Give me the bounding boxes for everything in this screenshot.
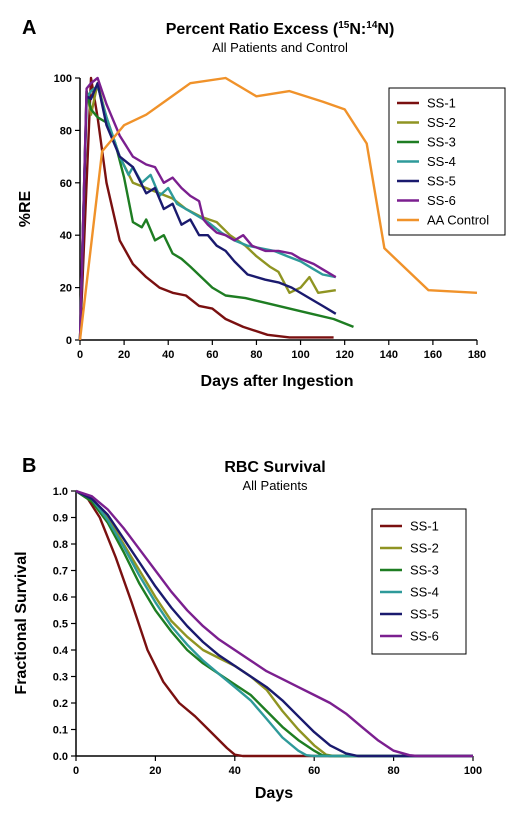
series-line-ss-1 [75,490,473,758]
panel-a-x-label: Days after Ingestion [201,373,354,390]
x-tick-label: 120 [335,349,353,361]
legend-label: AA Control [427,213,489,228]
panel-b-series [75,489,473,758]
y-tick-label: 0.1 [53,725,68,737]
legend-label: SS-3 [410,563,439,578]
x-tick-label: 20 [118,349,130,361]
x-tick-label: 60 [308,765,320,777]
y-tick-label: 0.4 [53,645,69,657]
series-line-ss-2 [78,82,336,341]
x-tick-label: 140 [380,349,398,361]
legend-label: SS-2 [427,115,456,130]
x-tick-label: 80 [387,765,399,777]
y-tick-label: 0.0 [53,751,68,763]
x-tick-label: 40 [162,349,174,361]
panel-b-legend-box [371,508,467,655]
legend-label: SS-5 [410,607,439,622]
legend-label: SS-4 [410,585,439,600]
y-tick-label: 100 [54,73,72,85]
x-tick-label: 20 [149,765,161,777]
series-line-ss-5 [78,82,337,341]
x-tick-label: 60 [206,349,218,361]
y-tick-label: 0.8 [53,539,68,551]
y-tick-label: 0 [66,335,72,347]
legend-label: SS-5 [427,174,456,189]
x-tick-label: 100 [291,349,309,361]
y-tick-label: 0.2 [53,698,68,710]
panel-a-y-label: %RE [17,190,34,227]
series-line-ss-2 [75,489,473,758]
panel-b-title: RBC Survival [224,459,325,476]
panel-a-subtitle: All Patients and Control [212,40,348,55]
panel-b-ticks: 0 20 40 60 80 100 0.0 0.1 0.2 0.3 0.4 0.5 0.6 0.7 0.8 0… [53,486,482,777]
y-tick-label: 0.5 [53,619,68,631]
panel-b-letter: B [22,455,36,477]
legend-label: SS-1 [410,519,439,534]
x-tick-label: 160 [424,349,442,361]
panel-b-subtitle: All Patients [242,478,308,493]
x-tick-label: 80 [250,349,262,361]
y-tick-label: 0.6 [53,592,68,604]
x-tick-label: 40 [229,765,241,777]
series-line-ss-4 [75,489,473,758]
x-tick-label: 0 [73,765,79,777]
panel-b-legend: SS-1 SS-2 SS-3 SS-4 SS-5 SS-6 [380,519,439,644]
panel-b-x-label: Days [255,785,293,802]
x-tick-label: 100 [464,765,482,777]
title-part: N) [377,21,394,38]
legend-label: SS-6 [410,629,439,644]
y-tick-label: 80 [60,125,72,137]
legend-label: SS-4 [427,154,456,169]
panel-b: B RBC Survival All Patients 0 20 40 60 80 100… [13,455,482,802]
series-line-ss-6 [75,489,473,758]
x-tick-label: 0 [77,349,83,361]
series-line-aa-control [78,76,478,341]
series-line-ss-5 [75,489,473,758]
series-line-ss-6 [78,76,337,341]
legend-label: SS-1 [427,96,456,111]
y-tick-label: 0.3 [53,672,68,684]
panel-a-series [78,76,478,341]
legend-label: SS-2 [410,541,439,556]
y-tick-label: 40 [60,230,72,242]
title-sup: 14 [366,20,378,31]
panel-a-legend: SS-1 SS-2 SS-3 SS-4 SS-5 SS-6 AA Control [397,96,489,228]
series-line-ss-1 [78,76,334,341]
y-tick-label: 1.0 [53,486,68,498]
panel-b-y-label: Fractional Survival [13,551,30,694]
y-tick-label: 60 [60,178,72,190]
panel-a-letter: A [22,17,36,39]
legend-label: SS-6 [427,193,456,208]
y-tick-label: 0.9 [53,513,68,525]
y-tick-label: 20 [60,283,72,295]
y-tick-label: 0.7 [53,566,68,578]
series-line-ss-4 [78,84,337,341]
panel-a-ticks: 0 20 40 60 80 100 120 140 160 180 0 20 40 60 80 100 [54,73,487,361]
title-sup: 15 [338,20,350,31]
x-tick-label: 180 [468,349,486,361]
panel-a-title: Percent Ratio Excess (15N:14N) [166,20,395,38]
title-part: N: [349,21,366,38]
legend-label: SS-3 [427,135,456,150]
title-part: Percent Ratio Excess ( [166,21,339,38]
panel-a: A Percent Ratio Excess (15N:14N) All Pat… [17,17,506,390]
